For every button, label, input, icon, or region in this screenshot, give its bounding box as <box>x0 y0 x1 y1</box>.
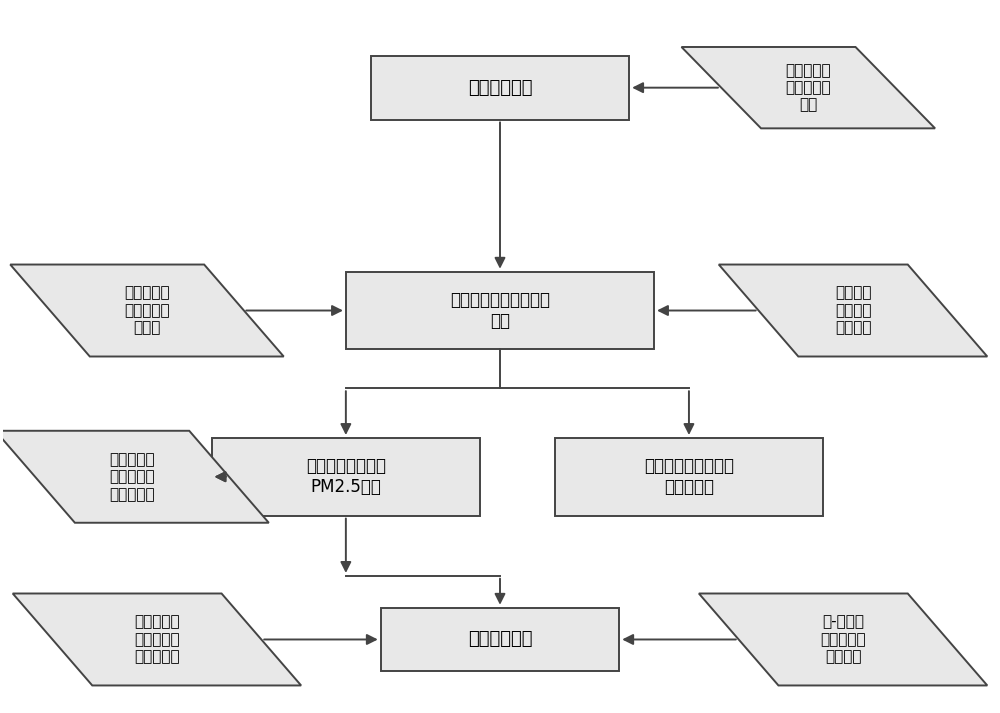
Text: 灰霾光学厚度卫星遥感
反演: 灰霾光学厚度卫星遥感 反演 <box>450 291 550 330</box>
Polygon shape <box>10 265 284 356</box>
Bar <box>346 272 654 349</box>
Polygon shape <box>699 593 987 685</box>
Text: 灰霾气溶胶
粒子特性观
测数据: 灰霾气溶胶 粒子特性观 测数据 <box>124 286 170 335</box>
Bar <box>381 607 619 672</box>
Text: 星-地污染
与气象多源
观测数据: 星-地污染 与气象多源 观测数据 <box>820 615 866 665</box>
Bar <box>212 438 480 515</box>
Text: 多源、多类
型卫星遥感
数据: 多源、多类 型卫星遥感 数据 <box>785 63 831 113</box>
Polygon shape <box>681 47 935 128</box>
Text: 灰霾条件下近地面
PM2.5估算: 灰霾条件下近地面 PM2.5估算 <box>306 457 386 496</box>
Text: 近地面污染
观测、气象
及环境信息: 近地面污染 观测、气象 及环境信息 <box>109 452 155 502</box>
Polygon shape <box>719 265 987 356</box>
Text: 灰霾遥感识别: 灰霾遥感识别 <box>468 78 532 97</box>
Text: 大气模式所
需源清单、
气象场信息: 大气模式所 需源清单、 气象场信息 <box>134 615 180 665</box>
Bar <box>371 56 629 120</box>
Polygon shape <box>13 593 301 685</box>
Polygon shape <box>0 431 269 523</box>
Text: 重污染气
溶胶特性
先验知识: 重污染气 溶胶特性 先验知识 <box>835 286 871 335</box>
Bar <box>555 438 823 515</box>
Text: 灰霾污染预测: 灰霾污染预测 <box>468 630 532 649</box>
Text: 灰霾气溶胶粒子类型
或组分解析: 灰霾气溶胶粒子类型 或组分解析 <box>644 457 734 496</box>
